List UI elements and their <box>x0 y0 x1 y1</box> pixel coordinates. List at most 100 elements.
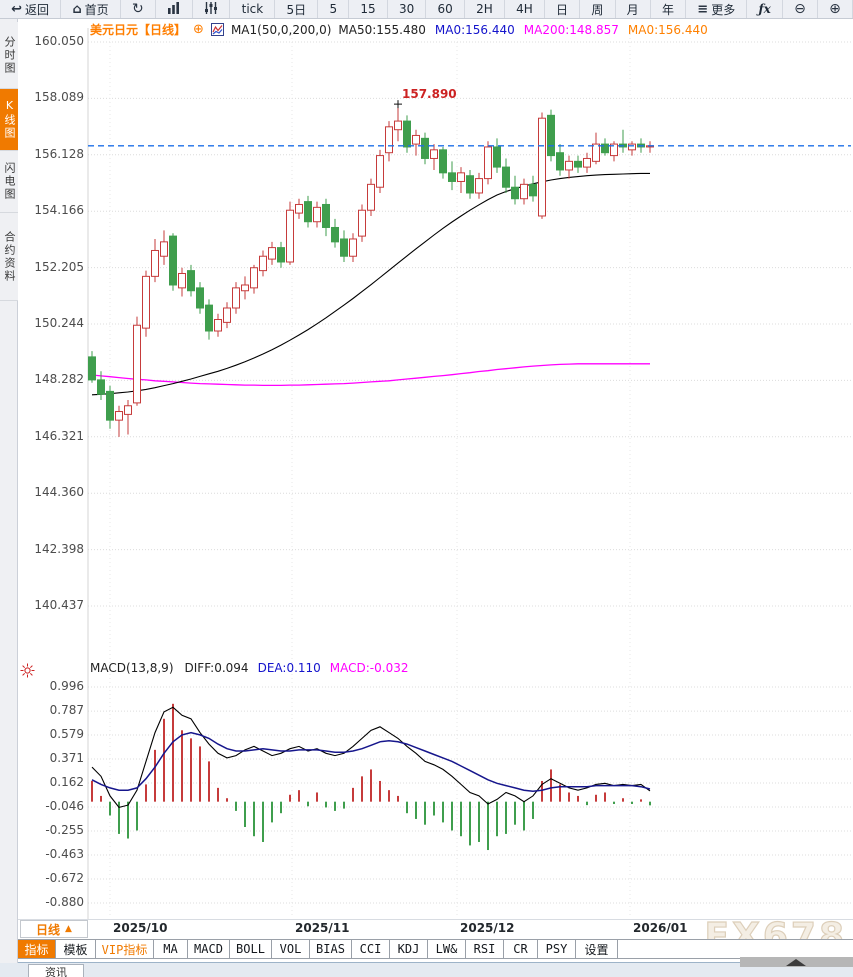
price-tick: 158.089 <box>34 90 84 105</box>
toolbar-period-5d[interactable]: 5日 <box>275 0 319 18</box>
macd-tick: 0.996 <box>49 679 84 693</box>
toolbar-more[interactable]: ≡ 更多 <box>686 0 748 18</box>
zoom-in-icon: ⊕ <box>829 1 841 17</box>
bottom-news-row: 资讯 <box>0 962 853 977</box>
toolbar-period-60[interactable]: 60 <box>426 0 465 18</box>
toolbar-period-month[interactable]: 月 <box>616 0 651 18</box>
price-tick: 140.437 <box>34 598 84 612</box>
price-tick: 156.128 <box>34 146 84 161</box>
indicator-tab-bar: 指标 模板 VIP指标 MA MACD BOLL VOL BIAS CCI KDJ LW& RSI CR… <box>18 939 853 959</box>
toolbar-period-week[interactable]: 周 <box>580 0 616 18</box>
x-axis-label: 2025/11 <box>295 921 350 935</box>
home-icon: ⌂ <box>72 2 82 17</box>
macd-header: MACD(13,8,9) DIFF:0.094 DEA:0.110 MACD:-0.… <box>90 661 418 675</box>
more-icon: ≡ <box>697 2 709 17</box>
tab-indicator-VIP指标[interactable]: VIP指标 <box>96 940 154 958</box>
price-tick: 142.398 <box>34 541 84 556</box>
macd-tick: 0.162 <box>49 775 84 790</box>
toolbar-period-30[interactable]: 30 <box>388 0 427 18</box>
tab-indicator-BIAS[interactable]: BIAS <box>310 940 352 958</box>
tab-indicator-模板[interactable]: 模板 <box>56 940 96 958</box>
price-tick: 144.360 <box>34 485 84 500</box>
toolbar-period-2h[interactable]: 2H <box>465 0 505 18</box>
tab-news[interactable]: 资讯 <box>28 964 84 977</box>
tab-indicator-PSY[interactable]: PSY <box>538 940 576 958</box>
macd-tick: 0.371 <box>49 750 84 765</box>
ma-legend: MA50:155.480 MA0:156.440 MA200:148.857 MA0:… <box>338 23 716 37</box>
macd-params: MACD(13,8,9) <box>90 661 174 675</box>
toolbar-back-label: 返回 <box>25 2 50 17</box>
chart-header: 美元日元【日线】 ⊕ MA1(50,0,200,0) MA50:155.480 M… <box>90 21 717 38</box>
tab-indicator-MA[interactable]: MA <box>154 940 188 958</box>
chart-type-icon[interactable] <box>210 23 224 36</box>
toolbar-period-month-label: 月 <box>626 2 639 17</box>
toolbar-period-5[interactable]: 5 <box>318 0 350 18</box>
toolbar-back[interactable]: ↩ 返回 <box>0 0 62 18</box>
add-compare-icon[interactable]: ⊕ <box>193 22 204 37</box>
toolbar-period-5d-label: 5日 <box>286 2 307 17</box>
tab-indicator-CCI[interactable]: CCI <box>352 940 390 958</box>
toolbar-refresh[interactable]: ↻ <box>121 0 156 18</box>
toolbar-period-tick[interactable]: tick <box>230 0 276 18</box>
toolbar-formula[interactable]: ƒx <box>747 0 783 18</box>
macd-settings-icon[interactable] <box>20 663 35 682</box>
ma-settings-label: MA1(50,0,200,0) <box>230 22 332 37</box>
tab-indicator-设置[interactable]: 设置 <box>576 940 618 958</box>
formula-icon: ƒx <box>758 2 771 16</box>
x-axis-label: 2025/12 <box>460 921 515 935</box>
toolbar-period-4h[interactable]: 4H <box>505 0 545 18</box>
ma-legend-item: MA200:148.857 <box>523 22 619 37</box>
tab-indicator-BOLL[interactable]: BOLL <box>230 940 272 958</box>
toolbar-home[interactable]: ⌂ 首页 <box>61 0 121 18</box>
chevron-up-icon: ▲ <box>65 924 72 934</box>
toolbar-period-year[interactable]: 年 <box>651 0 687 18</box>
tab-indicator-VOL[interactable]: VOL <box>272 940 310 958</box>
sidebar-tab-contract-info[interactable]: 合约资料 <box>0 213 18 301</box>
macd-legend-item: DEA:0.110 <box>257 661 321 675</box>
toolbar-indicator-settings[interactable] <box>193 0 231 18</box>
price-tick: 146.321 <box>34 428 84 443</box>
price-tick: 150.244 <box>34 315 84 330</box>
tab-indicator-KDJ[interactable]: KDJ <box>390 940 428 958</box>
toolbar-period-15-label: 15 <box>360 2 376 16</box>
sidebar-tab-time-chart[interactable]: 分时图 <box>0 22 18 89</box>
macd-tick: -0.463 <box>45 846 84 861</box>
macd-tick: -0.046 <box>45 798 84 813</box>
x-axis-label: 2025/10 <box>113 921 168 935</box>
refresh-icon: ↻ <box>131 1 144 17</box>
macd-tick: 0.579 <box>49 727 84 741</box>
price-tick: 152.205 <box>34 259 84 274</box>
toolbar-period-30-label: 30 <box>398 2 415 16</box>
top-toolbar: ↩ 返回 ⌂ 首页 ↻ tick 5日 5 15 30 60 2H 4H 日周月年 ≡ 更多 ƒx ⊖ ⊕ <box>0 0 853 19</box>
macd-tick: -0.255 <box>45 823 84 838</box>
indicator-settings-icon <box>204 1 218 17</box>
tab-indicator-MACD[interactable]: MACD <box>188 940 230 958</box>
period-selector[interactable]: 日线 ▲ <box>20 920 88 938</box>
toolbar-period-week-label: 周 <box>591 2 604 17</box>
sidebar-tab-kline-chart[interactable]: K线图 <box>0 89 18 151</box>
toolbar-chart-style[interactable] <box>156 0 194 18</box>
toolbar-zoom-in[interactable]: ⊕ <box>818 0 853 18</box>
left-sidebar: 分时图 K线图 闪电图 合约资料 <box>0 19 18 963</box>
toolbar-zoom-out[interactable]: ⊖ <box>783 0 819 18</box>
tab-indicator-LW&[interactable]: LW& <box>428 940 466 958</box>
sidebar-tab-lightning-chart[interactable]: 闪电图 <box>0 151 18 213</box>
macd-tick: 0.787 <box>49 703 84 718</box>
x-axis-row <box>18 919 853 939</box>
tab-indicator-CR[interactable]: CR <box>504 940 538 958</box>
expand-handle[interactable] <box>740 957 853 967</box>
macd-tick: -0.672 <box>45 871 84 886</box>
toolbar-period-tick-label: tick <box>241 2 264 16</box>
tab-indicator-RSI[interactable]: RSI <box>466 940 504 958</box>
toolbar-period-4h-label: 4H <box>516 2 533 16</box>
macd-legend-item: DIFF:0.094 <box>184 661 249 675</box>
tab-indicator-指标[interactable]: 指标 <box>18 940 56 958</box>
toolbar-period-day-label: 日 <box>556 2 569 17</box>
toolbar-more-label: 更多 <box>711 2 736 17</box>
toolbar-period-day[interactable]: 日 <box>545 0 581 18</box>
price-tick: 160.050 <box>34 34 84 48</box>
toolbar-period-15[interactable]: 15 <box>349 0 388 18</box>
expand-arrow-icon <box>786 959 806 966</box>
back-icon: ↩ <box>11 2 23 17</box>
